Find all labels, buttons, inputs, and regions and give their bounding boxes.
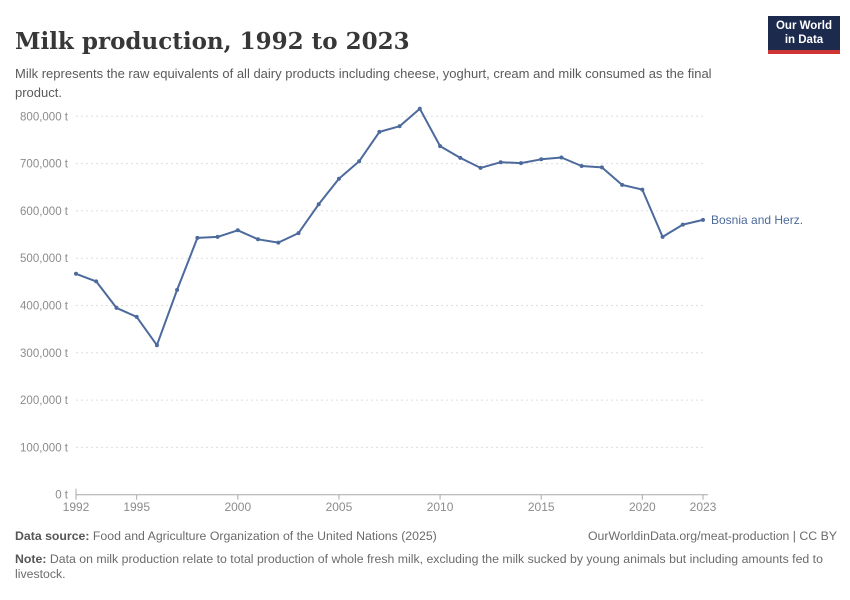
x-axis-tick-label: 2000 xyxy=(224,500,251,514)
data-point[interactable] xyxy=(134,314,139,319)
data-point[interactable] xyxy=(599,165,604,170)
note-label: Note: xyxy=(15,551,47,566)
chart-subtitle: Milk represents the raw equivalents of a… xyxy=(15,66,712,100)
data-source-text: Food and Agriculture Organization of the… xyxy=(92,529,437,543)
data-point[interactable] xyxy=(680,222,685,227)
data-point[interactable] xyxy=(478,165,483,170)
y-axis-tick-label: 300,000 t xyxy=(20,348,69,360)
owid-logo-line2: in Data xyxy=(784,33,824,46)
data-point[interactable] xyxy=(357,159,362,164)
data-point[interactable] xyxy=(397,124,402,129)
data-point[interactable] xyxy=(438,144,443,149)
owid-logo-line1: Our World xyxy=(775,20,832,32)
note-line: Note: Data on milk production relate to … xyxy=(15,552,837,583)
data-point[interactable] xyxy=(215,234,220,239)
data-point[interactable] xyxy=(519,161,523,166)
series-end-label[interactable]: Bosnia and Herz. xyxy=(711,213,803,227)
data-point[interactable] xyxy=(74,271,78,276)
data-point[interactable] xyxy=(94,279,99,284)
data-point[interactable] xyxy=(316,202,321,207)
data-point[interactable] xyxy=(660,234,665,239)
data-point[interactable] xyxy=(114,305,119,310)
data-point[interactable] xyxy=(336,176,341,181)
data-point[interactable] xyxy=(498,160,503,165)
data-point[interactable] xyxy=(195,235,200,240)
y-axis-tick-label: 500,000 t xyxy=(20,253,69,265)
data-line-bosnia[interactable] xyxy=(75,107,704,347)
data-point[interactable] xyxy=(701,217,705,222)
data-point[interactable] xyxy=(276,240,281,245)
data-point[interactable] xyxy=(640,187,645,192)
y-axis-tick-label: 0 t xyxy=(55,490,69,502)
data-point[interactable] xyxy=(296,231,301,236)
y-axis-tick-label: 700,000 t xyxy=(20,159,69,171)
x-axis-tick-label: 2005 xyxy=(326,500,353,514)
data-point[interactable] xyxy=(458,155,463,160)
data-point[interactable] xyxy=(620,182,625,187)
data-point[interactable] xyxy=(377,129,382,134)
y-axis-tick-label: 100,000 t xyxy=(20,442,69,454)
data-point[interactable] xyxy=(235,228,240,233)
data-point[interactable] xyxy=(579,164,584,168)
note-text: Data on milk production relate to total … xyxy=(15,551,823,582)
data-source-label: Data source: xyxy=(15,529,90,543)
data-point[interactable] xyxy=(256,237,260,242)
y-axis-tick-label: 400,000 t xyxy=(20,301,69,313)
x-axis-tick-label: 1992 xyxy=(63,500,90,514)
x-axis-tick-label: 2023 xyxy=(690,500,717,514)
x-axis-tick-label: 2015 xyxy=(528,500,555,514)
owid-link[interactable]: OurWorldinData.org/meat-production | CC … xyxy=(588,529,837,545)
data-point[interactable] xyxy=(175,287,180,292)
x-axis-tick-label: 2020 xyxy=(629,500,656,514)
data-point[interactable] xyxy=(539,157,544,162)
data-point[interactable] xyxy=(154,343,159,348)
y-axis-tick-label: 600,000 t xyxy=(20,206,69,218)
x-axis-tick-label: 1995 xyxy=(123,500,150,514)
data-source-line: Data source: Food and Agriculture Organi… xyxy=(15,529,437,545)
y-axis-tick-label: 800,000 t xyxy=(20,111,69,123)
y-axis-tick-label: 200,000 t xyxy=(20,395,69,407)
page-title: Milk production, 1992 to 2023 xyxy=(15,28,410,56)
data-point[interactable] xyxy=(559,155,564,160)
x-axis-tick-label: 2010 xyxy=(427,500,454,514)
chart-footer: Data source: Food and Agriculture Organi… xyxy=(15,529,837,583)
owid-url-text[interactable]: OurWorldinData.org/meat-production | CC … xyxy=(587,529,837,543)
data-point[interactable] xyxy=(417,106,422,111)
owid-logo[interactable]: Our World in Data xyxy=(768,16,840,54)
